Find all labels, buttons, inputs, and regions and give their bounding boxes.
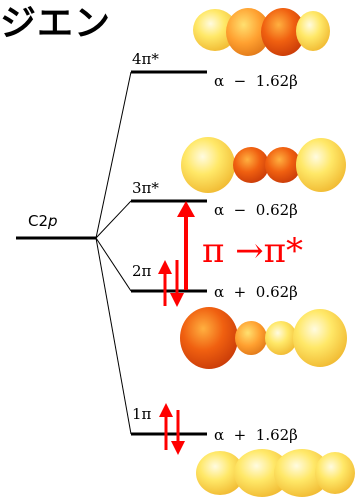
correlation-line-4pi bbox=[95, 71, 132, 239]
correlation-line-1pi bbox=[95, 237, 132, 435]
electron-pair-1pi bbox=[159, 403, 185, 455]
orbital-image-1pi bbox=[196, 449, 355, 497]
energy-2pi: α + 0.62β bbox=[214, 283, 298, 301]
level-label-1pi: 1π bbox=[132, 405, 152, 423]
energy-1pi: α + 1.62β bbox=[214, 426, 298, 444]
diagram-title: ジエン bbox=[0, 3, 112, 44]
correlation-line-3pi bbox=[95, 200, 132, 239]
orbital-image-4pi bbox=[193, 8, 330, 56]
orbital-image-3pi bbox=[181, 137, 346, 193]
level-label-4pi: 4π* bbox=[132, 50, 159, 68]
orbital-image-2pi bbox=[180, 307, 347, 369]
correlation-line-2pi bbox=[95, 237, 132, 292]
level-label-3pi: 3π* bbox=[132, 179, 159, 197]
energy-3pi: α − 0.62β bbox=[214, 201, 298, 219]
level-label-2pi: 2π bbox=[132, 262, 152, 280]
energy-4pi: α − 1.62β bbox=[214, 72, 298, 90]
c2p-label: C2p bbox=[28, 212, 58, 230]
electron-pair-2pi bbox=[158, 260, 184, 307]
transition-label: π →π* bbox=[202, 231, 303, 271]
transition-arrow bbox=[177, 201, 195, 290]
